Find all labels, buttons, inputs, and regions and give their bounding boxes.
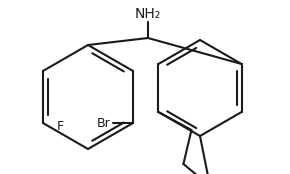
Text: NH₂: NH₂ xyxy=(135,7,161,21)
Text: F: F xyxy=(57,120,64,132)
Text: Br: Br xyxy=(96,117,110,129)
